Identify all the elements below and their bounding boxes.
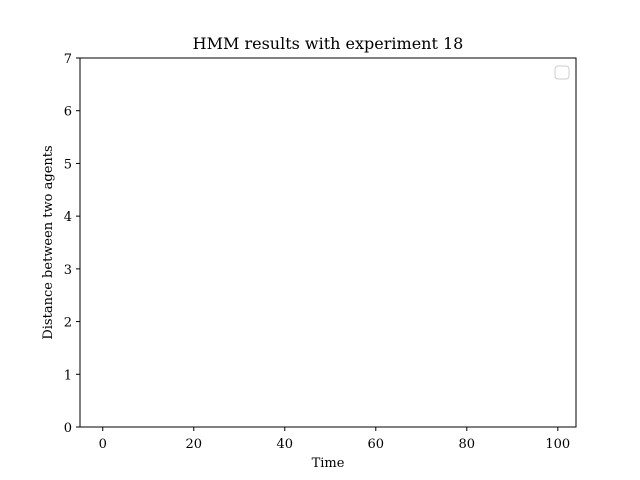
x-tick-label: 80 (459, 437, 476, 452)
y-tick-label: 5 (64, 157, 72, 172)
x-tick-label: 60 (368, 437, 385, 452)
y-tick-label: 1 (64, 368, 72, 383)
plot-area (79, 57, 577, 428)
x-axis-ticks: 0 20 40 60 80 100 (99, 427, 570, 452)
legend-box (554, 65, 570, 80)
y-tick-label: 0 (64, 421, 72, 436)
y-tick-label: 3 (64, 263, 72, 278)
y-tick-label: 2 (64, 316, 72, 331)
x-axis-label: Time (312, 456, 345, 471)
x-tick-label: 20 (185, 437, 202, 452)
x-tick-label: 100 (545, 437, 570, 452)
y-axis-ticks: 0 1 2 3 4 5 6 7 (64, 52, 80, 436)
chart-title: HMM results with experiment 18 (193, 34, 464, 53)
x-tick-label: 40 (276, 437, 293, 452)
y-tick-label: 7 (64, 52, 72, 67)
y-axis-label: Distance between two agents (41, 145, 56, 339)
y-tick-label: 6 (64, 105, 72, 120)
x-tick-label: 0 (99, 437, 107, 452)
y-tick-label: 4 (64, 210, 72, 225)
